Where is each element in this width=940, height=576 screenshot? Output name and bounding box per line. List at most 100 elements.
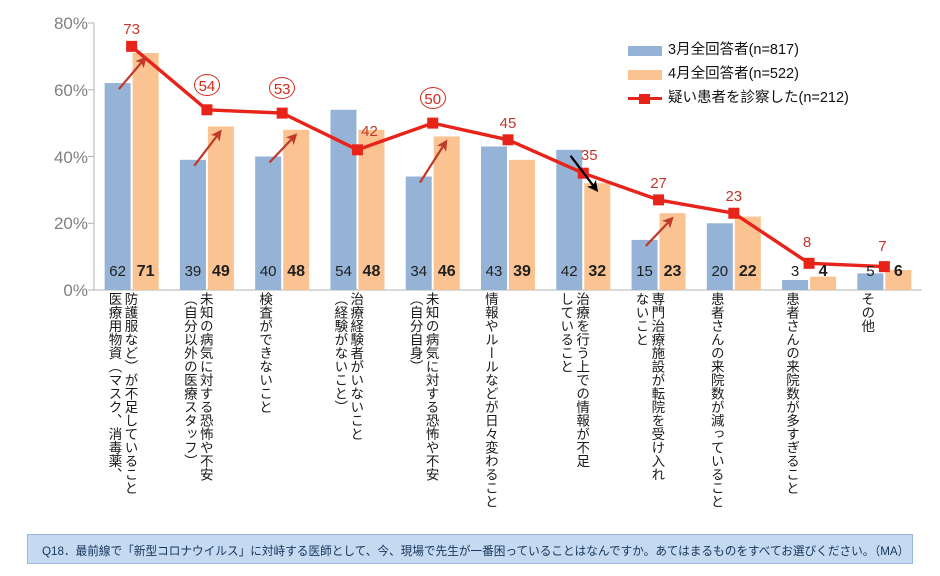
x-category-label: 未知の病気に対する恐怖や不安 （自分自身） [407,292,439,481]
bar-value-label-march: 54 [335,263,352,280]
line-marker [351,144,363,156]
line-marker [728,207,740,219]
bar-april [132,53,159,290]
bar-value-label-april: 39 [513,263,531,280]
legend-item-march: 3月全回答者(n=817) [628,40,928,61]
legend-swatch-march-icon [628,45,662,56]
line-value-label: 54 [193,73,220,96]
x-category-label: 未知の病気に対する恐怖や不安 （自分以外の医療スタッフ） [181,292,213,481]
trend-up-arrow [268,133,298,164]
line-marker [803,257,815,269]
x-category-label: 治療経験者がいないこと （経験がないこと） [332,292,364,441]
y-tick-label: 0% [63,281,88,300]
bar-value-label-march: 43 [485,263,503,280]
bar-value-label-march: 20 [711,263,729,280]
x-category-label: その他 [859,292,875,333]
bar-march [255,156,282,290]
line-value-label: 50 [419,87,446,110]
bar-march [631,239,658,290]
y-axis-tick-labels: 0% 20% 40% 60% 80% [0,0,88,300]
bar-march [782,279,809,290]
bar-value-label-march: 5 [866,263,875,280]
line-series-group [126,40,890,273]
bar-value-label-april: 48 [287,263,306,280]
bar-value-label-april: 4 [818,263,828,280]
bar-april [433,136,460,290]
legend-label-march: 3月全回答者(n=817) [668,42,799,59]
line-marker [878,261,890,273]
bar-april [584,183,611,290]
line-value-label: 45 [499,114,517,132]
bar-april [358,129,385,290]
bar-value-label-march: 34 [410,263,428,280]
bar-march [481,146,507,290]
bar-march [857,273,884,290]
bar-april [283,129,310,290]
bar-value-label-april: 22 [738,263,757,280]
chart-legend: 3月全回答者(n=817) 4月全回答者(n=522) 疑い患者を診察した(n=… [628,40,928,112]
legend-item-suspected: 疑い患者を診察した(n=212) [628,88,928,109]
bar-march [104,83,131,290]
legend-item-april: 4月全回答者(n=522) [628,64,928,85]
bar-april [207,126,234,291]
bar-value-label-april: 48 [362,263,381,280]
bar-april [885,269,912,290]
bar-value-label-april: 6 [893,263,903,280]
bar-march [405,176,432,290]
trend-up-arrow [118,56,147,90]
line-marker [126,40,138,52]
line-value-label: 23 [725,188,743,206]
bar-series-group [104,53,912,291]
bar-value-label-april: 32 [588,263,607,280]
line-value-label: 42 [361,122,378,140]
bar-april [509,159,535,290]
chart-canvas [88,22,922,291]
legend-swatch-line-icon [628,93,662,105]
bar-value-label-march: 62 [109,263,126,280]
chart-plot-area: 0% 20% 40% 60% 80% 62 39 40 54 34 43 42 15 20 3 5 71 49 4… [0,0,922,300]
x-category-label: 情報やルールなどが日々変わること [482,292,498,508]
line-marker [201,104,213,116]
bar-value-label-march: 39 [184,263,202,280]
bar-april [810,276,837,290]
bar-value-label-march: 42 [560,263,578,280]
legend-label-april: 4月全回答者(n=522) [668,66,799,83]
x-category-label: 防護服など）が不足していること 医療用物資（マスク、消毒薬、 [106,292,138,495]
line-value-label: 27 [650,174,667,192]
y-tick-label: 20% [53,214,88,234]
x-axis-category-labels: 防護服など）が不足していること 医療用物資（マスク、消毒薬、 未知の病気に対する恐… [0,292,940,530]
line-value-label: 7 [878,237,887,255]
footer-question-text: Q18．最前線で「新型コロナウイルス」に対峙する医師として、今、現場で先生が一番… [42,544,910,558]
bar-value-label-march: 3 [790,263,800,280]
trend-down-arrow [569,155,599,193]
line-value-label: 8 [802,234,812,252]
x-category-label: 患者さんの来院数が多すぎること [784,292,799,495]
bar-march [706,223,733,290]
line-marker [427,117,439,129]
bar-value-label-march: 15 [636,263,653,280]
legend-swatch-april-icon [628,69,662,80]
line-value-label: 35 [580,147,598,165]
x-category-label: 検査ができないこと [257,292,273,414]
line-marker [276,107,288,119]
line-value-label: 73 [123,21,140,39]
line-value-label: 53 [269,77,296,100]
legend-label-suspected: 疑い患者を診察した(n=212) [668,90,849,107]
trend-up-arrow [193,129,222,167]
x-category-label: 患者さんの来院数が減っていること [708,292,724,508]
bar-value-label-april: 23 [663,263,682,280]
bar-value-label-april: 46 [437,263,456,280]
trend-up-arrow [645,216,674,247]
y-tick-label: 40% [53,147,88,167]
trend-up-arrow [419,139,448,184]
x-category-label: 治療を行う上での情報が不足 していること [558,292,590,468]
y-tick-label: 60% [53,80,88,100]
x-category-label: 専門治療施設が転院を受け入れ ないこと [633,292,665,481]
bar-value-label-april: 71 [136,263,155,280]
footer-question-box: Q18．最前線で「新型コロナウイルス」に対峙する医師として、今、現場で先生が一番… [27,534,913,564]
line-marker [502,134,514,146]
y-tick-label: 80% [53,14,88,33]
trend-arrow-annotations [118,56,674,247]
bar-march [179,159,206,290]
